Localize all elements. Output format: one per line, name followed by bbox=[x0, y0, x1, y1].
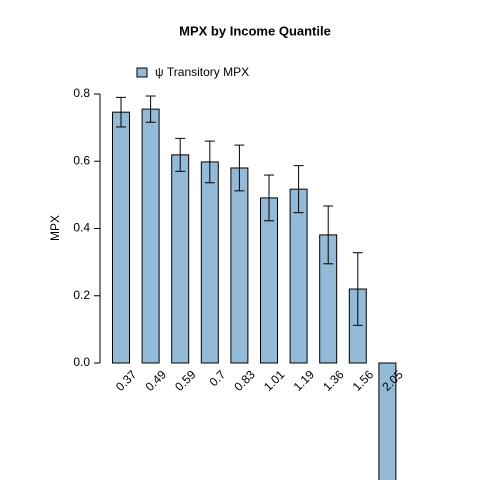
x-tick-label: 0.83 bbox=[231, 367, 258, 394]
chart-title: MPX by Income Quantile bbox=[179, 23, 331, 38]
bar bbox=[378, 362, 397, 480]
y-tick-label: 0.6 bbox=[73, 153, 90, 167]
bar bbox=[141, 108, 160, 364]
legend-swatch bbox=[136, 67, 148, 78]
y-tick-label: 0.4 bbox=[73, 221, 90, 235]
x-tick-label: 0.37 bbox=[113, 367, 140, 394]
x-tick-label: 0.49 bbox=[143, 367, 170, 394]
x-tick-label: 0.59 bbox=[172, 367, 199, 394]
y-tick-label: 0.0 bbox=[73, 355, 90, 369]
y-tick-label: 0.2 bbox=[73, 288, 90, 302]
legend-label: ψ Transitory MPX bbox=[155, 65, 249, 79]
x-tick-label: 1.19 bbox=[291, 367, 318, 394]
bar bbox=[200, 161, 219, 364]
bar bbox=[230, 167, 249, 364]
x-tick-label: 1.36 bbox=[320, 367, 347, 394]
x-tick-label: 1.56 bbox=[350, 367, 377, 394]
x-tick-label: 0.7 bbox=[206, 367, 228, 389]
bar bbox=[260, 197, 278, 364]
y-tick-label: 0.8 bbox=[73, 86, 90, 100]
x-tick-label: 1.01 bbox=[261, 367, 288, 394]
bar bbox=[171, 154, 190, 364]
bar bbox=[112, 111, 130, 364]
bar bbox=[289, 188, 308, 364]
y-axis-label: MPX bbox=[48, 215, 62, 241]
